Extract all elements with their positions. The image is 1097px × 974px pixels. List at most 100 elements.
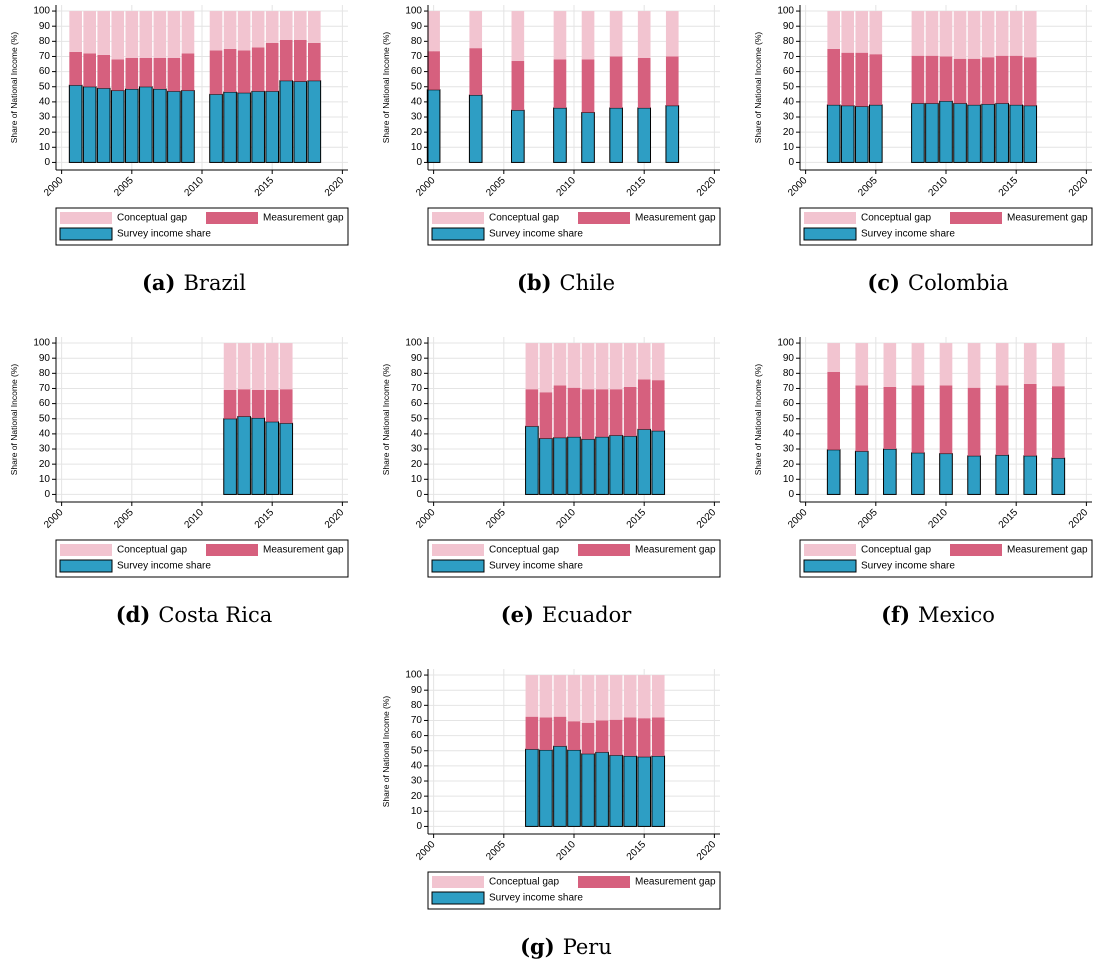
bar-segment	[665, 11, 679, 57]
bar-segment	[553, 107, 567, 163]
legend-swatch	[950, 544, 1002, 556]
bar-segment	[911, 385, 925, 453]
bar-segment	[567, 721, 581, 750]
y-axis-label: Share of National Income (%)	[381, 696, 391, 808]
bar-segment	[279, 80, 294, 163]
y-tick-label: 10	[39, 474, 51, 485]
bar-segment	[855, 52, 869, 107]
y-tick-label: 50	[411, 413, 423, 424]
bar-segment	[637, 379, 651, 430]
bar-segment	[939, 343, 953, 386]
y-tick-label: 20	[39, 127, 51, 138]
caption-label: (e)	[501, 602, 534, 627]
bar-segment	[1051, 386, 1065, 459]
y-tick-label: 80	[411, 700, 423, 711]
bar-segment	[840, 105, 855, 163]
x-tick-label: 2005	[112, 175, 136, 199]
bar-segment	[609, 389, 623, 436]
bar-segment	[525, 675, 539, 717]
bar-segment	[209, 93, 223, 163]
chart-panel: 0 10 20 30 40 50 60 70 80 90 100 2000 2005 2010 2015 20…	[753, 5, 1093, 295]
legend-label: Conceptual gap	[489, 877, 559, 888]
bar-segment	[826, 104, 841, 163]
bar-segment	[827, 343, 841, 372]
bar-segment	[539, 717, 553, 750]
y-tick-label: 90	[39, 353, 51, 364]
bar-segment	[307, 42, 321, 81]
bar-segment	[665, 56, 679, 106]
bar-segment	[623, 717, 637, 757]
bar-segment	[97, 54, 111, 89]
y-tick-label: 30	[411, 444, 423, 455]
bar-segment	[110, 90, 125, 163]
bar-segment	[595, 436, 609, 495]
bar-segment	[181, 90, 195, 163]
y-axis-label: Share of National Income (%)	[753, 364, 763, 476]
bar-segment	[1009, 55, 1023, 105]
bar-segment	[939, 56, 953, 102]
bar-segment	[609, 719, 623, 756]
bar-segment	[595, 343, 609, 390]
bar-segment	[925, 55, 939, 104]
caption-title: Colombia	[908, 271, 1009, 295]
y-tick-label: 60	[411, 398, 423, 409]
bar-segment	[251, 11, 265, 48]
bar-segment	[637, 675, 651, 719]
bar-segment	[826, 449, 841, 495]
legend-swatch	[950, 212, 1002, 224]
bar-segment	[251, 90, 265, 163]
bar-segment	[911, 11, 925, 56]
bar-segment	[609, 56, 623, 108]
x-tick-label: 2000	[42, 507, 66, 531]
bar-segment	[1051, 343, 1065, 387]
bar-segment	[83, 11, 97, 54]
chart-panel: 0 10 20 30 40 50 60 70 80 90 100 2000 2005 2010 2015 20…	[381, 669, 721, 959]
y-tick-label: 50	[411, 81, 423, 92]
bar-segment	[1023, 343, 1037, 384]
bar-segment	[139, 86, 153, 163]
y-tick-label: 30	[783, 112, 795, 123]
x-tick-label: 2005	[484, 839, 508, 863]
legend-swatch	[59, 559, 113, 573]
legend-label: Survey income share	[489, 561, 583, 572]
bar-segment	[237, 11, 251, 51]
y-tick-label: 80	[411, 36, 423, 47]
bar-segment	[1023, 455, 1038, 495]
bar-segment	[279, 389, 293, 424]
bar-segment	[525, 389, 539, 427]
bar-segment	[623, 755, 637, 827]
caption-title: Ecuador	[542, 603, 632, 627]
caption-title: Brazil	[183, 271, 246, 295]
bar-segment	[967, 343, 981, 388]
x-tick-label: 2015	[625, 839, 649, 863]
legend-swatch	[432, 212, 484, 224]
bar-segment	[623, 343, 637, 387]
bar-segment	[623, 386, 637, 437]
bar-segment	[279, 343, 293, 390]
bar-segment	[209, 50, 223, 95]
bar-segment	[939, 11, 953, 57]
bar-segment	[553, 716, 567, 747]
bar-segment	[995, 454, 1009, 495]
bar-segment	[911, 452, 925, 495]
y-tick-label: 70	[39, 383, 51, 394]
x-tick-label: 2015	[253, 507, 277, 531]
bar-segment	[883, 343, 897, 387]
legend-label: Measurement gap	[1007, 545, 1088, 556]
x-tick-label: 2020	[323, 507, 347, 531]
bar-segment	[237, 343, 251, 390]
bar-segment	[223, 343, 237, 390]
bar-segment	[426, 89, 441, 163]
legend-swatch	[804, 544, 856, 556]
bar-segment	[1009, 104, 1024, 163]
legend-label: Survey income share	[117, 229, 211, 240]
legend-label: Measurement gap	[1007, 213, 1088, 224]
y-tick-label: 100	[405, 338, 422, 349]
legend-swatch	[60, 212, 112, 224]
legend-label: Conceptual gap	[861, 545, 931, 556]
y-tick-label: 60	[411, 66, 423, 77]
bar-segment	[595, 389, 609, 437]
bar-segment	[581, 389, 595, 440]
bar-segment	[651, 675, 665, 718]
